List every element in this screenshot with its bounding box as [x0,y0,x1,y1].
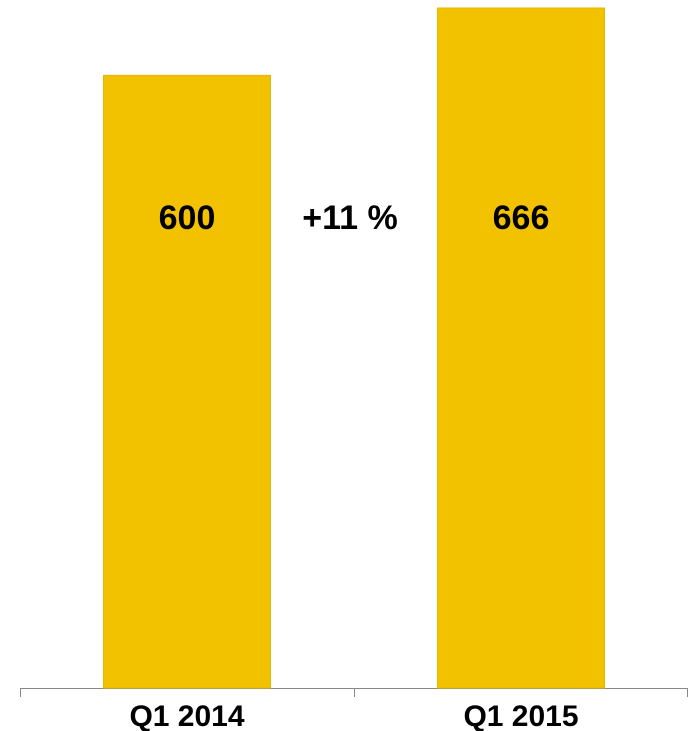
x-tick-label: Q1 2014 [129,700,244,731]
x-tick-label: Q1 2015 [463,700,578,731]
bar [437,7,605,689]
bar [103,74,271,689]
data-label: 666 [493,199,550,237]
annotation: +11 % [302,199,397,237]
data-label: 600 [159,199,216,237]
